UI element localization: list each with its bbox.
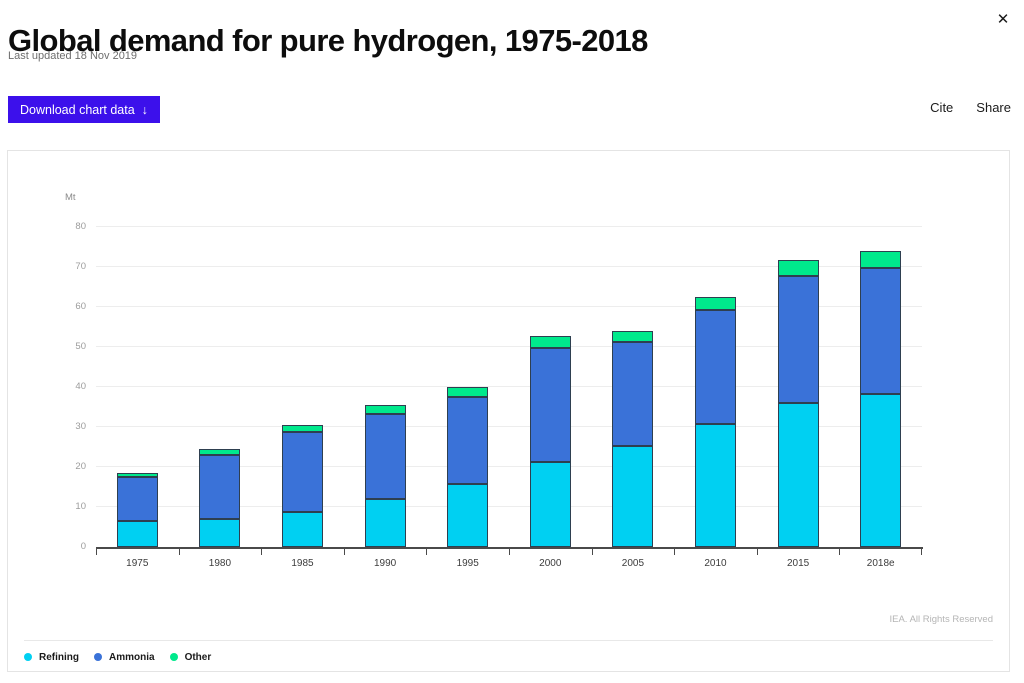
gridline (96, 306, 922, 307)
bar-segment-other-1975[interactable] (116, 472, 158, 477)
bar-segment-refining-1985[interactable] (282, 512, 323, 547)
gridline (96, 266, 922, 267)
gridline (96, 346, 922, 347)
toolbar-links: Cite Share (930, 100, 1011, 115)
bar-segment-refining-1990[interactable] (364, 499, 406, 547)
y-axis-tick-label: 50 (75, 341, 86, 352)
bar-segment-refining-2000[interactable] (529, 461, 571, 547)
legend-dot-icon (169, 653, 178, 661)
legend-item-refining[interactable]: Refining (24, 652, 79, 663)
bar-segment-refining-1975[interactable] (116, 521, 158, 547)
x-axis-category-label: 1985 (291, 558, 314, 569)
x-axis-tick (261, 549, 263, 555)
bar-segment-ammonia-1975[interactable] (116, 477, 158, 521)
bar-segment-refining-2005[interactable] (612, 445, 654, 547)
y-axis-tick-label: 20 (75, 461, 86, 472)
close-icon[interactable]: ✕ (996, 11, 1010, 28)
x-axis-tick (756, 549, 758, 555)
legend-item-ammonia[interactable]: Ammonia (94, 652, 155, 663)
gridline (96, 386, 922, 387)
y-axis-tick-label: 40 (75, 381, 86, 392)
x-axis-category-label: 2015 (786, 558, 810, 569)
download-arrow-icon: ↓ (141, 102, 148, 117)
x-axis-category-label: 2005 (621, 558, 645, 569)
bar-segment-refining-1980[interactable] (199, 519, 241, 547)
x-axis-category-label: 2018e (866, 558, 895, 569)
legend-label: Refining (39, 651, 79, 663)
bar-segment-other-2015[interactable] (777, 260, 819, 277)
share-link[interactable]: Share (976, 100, 1011, 115)
bar-segment-refining-2018e[interactable] (860, 394, 902, 547)
bar-segment-other-2010[interactable] (695, 297, 736, 311)
gridline (96, 226, 922, 227)
x-axis-category-label: 1980 (208, 558, 232, 569)
bar-segment-ammonia-2010[interactable] (695, 310, 736, 424)
bar-segment-other-2018e[interactable] (860, 251, 902, 269)
plot-area: 0 10 20 30 40 50 60 70 80 1975 1980 1985 1990 1995 200… (75, 222, 923, 569)
legend-dot-icon (94, 653, 102, 661)
gridline (96, 506, 922, 507)
x-axis-category-label: 1995 (456, 558, 479, 569)
y-axis-unit-label: Mt (65, 192, 76, 203)
legend-item-other[interactable]: Other (169, 651, 212, 663)
gridline (96, 466, 922, 467)
download-chart-data-button[interactable]: Download chart data ↓ (8, 96, 160, 123)
cite-link[interactable]: Cite (930, 100, 954, 115)
download-button-label: Download chart data (20, 102, 135, 117)
y-axis-tick-label: 70 (75, 261, 86, 272)
x-axis-tick (426, 549, 428, 555)
x-axis-category-label: 1975 (126, 558, 149, 569)
attribution-text: IEA. All Rights Reserved (889, 614, 994, 625)
bar-segment-ammonia-2018e[interactable] (860, 268, 902, 395)
legend-label: Ammonia (109, 651, 155, 663)
x-axis-tick (921, 549, 922, 555)
bar-segment-other-1980[interactable] (199, 448, 241, 455)
x-axis-tick (509, 549, 510, 555)
bar-segment-ammonia-1990[interactable] (364, 414, 406, 499)
bar-segment-refining-1995[interactable] (447, 483, 489, 547)
bar-segment-other-1990[interactable] (364, 405, 406, 415)
bar-segment-other-2005[interactable] (612, 330, 654, 343)
bar-segment-ammonia-1985[interactable] (282, 432, 323, 513)
gridline (96, 426, 922, 427)
legend-divider (24, 640, 993, 641)
y-axis-tick-label: 10 (75, 501, 86, 512)
x-axis-tick (96, 549, 97, 555)
x-axis-category-label: 2010 (704, 558, 727, 569)
bar-segment-ammonia-2000[interactable] (529, 347, 571, 462)
y-axis-tick-label: 60 (75, 301, 86, 312)
x-axis-tick (839, 549, 841, 555)
bar-segment-other-1985[interactable] (282, 425, 323, 433)
bar-segment-ammonia-2015[interactable] (777, 276, 819, 403)
x-axis-tick (674, 549, 676, 555)
last-updated-text: Last updated 18 Nov 2019 (8, 50, 138, 62)
bar-segment-ammonia-1995[interactable] (447, 396, 489, 484)
bar-segment-ammonia-2005[interactable] (612, 342, 654, 446)
bar-segment-other-1995[interactable] (447, 387, 489, 397)
bar-segment-refining-2010[interactable] (695, 423, 736, 547)
x-axis-category-label: 2000 (539, 558, 562, 569)
legend-dot-icon (24, 653, 32, 661)
y-axis-tick-label: 30 (75, 421, 86, 432)
legend-label: Other (184, 651, 212, 663)
bar-segment-refining-2015[interactable] (777, 402, 819, 547)
y-axis-tick-label: 80 (75, 221, 86, 232)
y-axis-tick-label: 0 (80, 541, 86, 552)
page-title: Global demand for pure hydrogen, 1975-20… (8, 22, 648, 58)
x-axis-tick (343, 549, 345, 555)
bar-segment-other-2000[interactable] (529, 335, 571, 348)
chart-legend: Refining Ammonia Other (24, 649, 211, 665)
x-axis-category-label: 1990 (373, 558, 397, 569)
x-axis-tick (591, 549, 593, 555)
x-axis-line (96, 547, 923, 549)
bar-segment-ammonia-1980[interactable] (199, 455, 241, 519)
chart-card: Mt 0 10 20 30 40 50 60 70 80 1975 1980 1985 1990 1995… (7, 150, 1010, 672)
x-axis-tick (178, 549, 180, 555)
